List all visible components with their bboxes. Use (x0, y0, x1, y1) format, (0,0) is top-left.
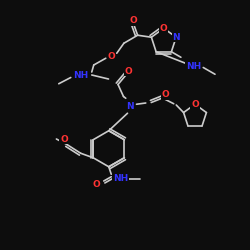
Text: O: O (191, 100, 199, 109)
Text: O: O (108, 52, 115, 61)
Text: NH: NH (113, 174, 128, 183)
Text: O: O (162, 90, 170, 99)
Text: NH: NH (74, 70, 89, 80)
Text: O: O (129, 16, 137, 25)
Text: O: O (124, 66, 132, 76)
Text: O: O (93, 180, 100, 189)
Text: N: N (126, 102, 133, 111)
Text: O: O (60, 134, 68, 143)
Text: O: O (160, 24, 168, 33)
Text: N: N (172, 33, 180, 42)
Text: NH: NH (186, 62, 202, 71)
